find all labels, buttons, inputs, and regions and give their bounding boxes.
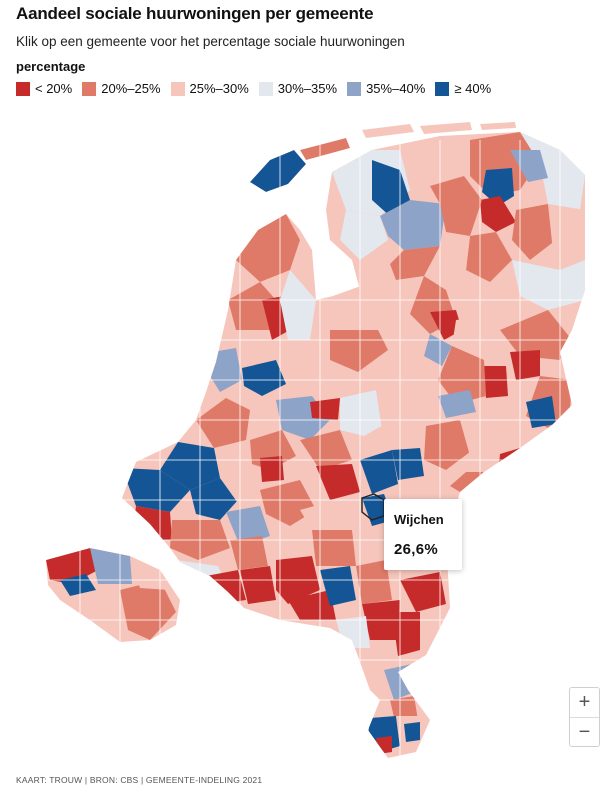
legend-title: percentage <box>16 59 86 74</box>
legend-label: < 20% <box>35 81 73 96</box>
municipality[interactable] <box>390 246 440 280</box>
municipality[interactable] <box>482 168 514 206</box>
zoom-control: + − <box>569 687 600 747</box>
municipality[interactable] <box>286 366 330 404</box>
legend-item-20-25: 20%–25% <box>82 81 161 96</box>
municipality[interactable] <box>310 398 340 420</box>
legend-label: ≥ 40% <box>454 81 492 96</box>
municipality[interactable] <box>424 334 452 366</box>
map-title: Aandeel sociale huurwoningen per gemeent… <box>16 4 374 23</box>
municipality[interactable] <box>480 196 516 232</box>
municipality[interactable] <box>122 468 190 512</box>
municipality[interactable] <box>196 398 250 448</box>
zoom-in-button[interactable]: + <box>570 688 599 717</box>
municipality[interactable] <box>60 574 96 596</box>
municipality[interactable] <box>512 204 556 260</box>
municipality[interactable] <box>372 160 410 218</box>
municipality[interactable] <box>190 478 238 520</box>
legend-label: 30%–35% <box>277 81 338 96</box>
municipality[interactable] <box>484 366 508 398</box>
legend-swatch <box>170 81 185 96</box>
municipality[interactable] <box>230 536 268 570</box>
municipality[interactable] <box>430 310 462 340</box>
municipality[interactable] <box>438 390 476 418</box>
municipality[interactable] <box>450 472 484 492</box>
municipality[interactable] <box>236 214 300 282</box>
municipality[interactable] <box>392 612 420 656</box>
municipality[interactable] <box>280 270 316 340</box>
municipality[interactable] <box>340 210 388 260</box>
netherlands-choropleth-map[interactable] <box>0 110 616 760</box>
legend-item-30-35: 30%–35% <box>258 81 338 96</box>
municipality[interactable] <box>160 442 220 490</box>
municipality[interactable] <box>260 480 316 526</box>
municipality[interactable] <box>300 138 350 160</box>
legend-label: 25%–30% <box>189 81 249 96</box>
municipality[interactable] <box>240 566 276 604</box>
municipality[interactable] <box>548 204 585 270</box>
municipality[interactable] <box>510 350 540 380</box>
municipality[interactable] <box>226 506 270 546</box>
legend-swatch <box>16 81 30 96</box>
municipality[interactable] <box>250 150 306 192</box>
municipality[interactable] <box>220 470 266 506</box>
municipality[interactable] <box>360 450 398 494</box>
municipality[interactable] <box>356 560 392 604</box>
municipality[interactable] <box>484 282 520 320</box>
municipality[interactable] <box>404 722 420 742</box>
municipality[interactable] <box>320 566 356 606</box>
legend-swatch <box>82 81 97 96</box>
legend-swatch <box>347 81 362 96</box>
municipality[interactable] <box>352 526 386 566</box>
municipality[interactable] <box>512 260 585 310</box>
source-credit: KAART: TROUW | BRON: CBS | GEMEENTE-INDE… <box>16 775 263 785</box>
municipality[interactable] <box>288 590 336 620</box>
legend-swatch <box>435 81 450 96</box>
zoom-out-button[interactable]: − <box>570 717 599 746</box>
municipality-layer[interactable] <box>0 110 616 760</box>
municipality[interactable] <box>260 456 284 482</box>
municipality[interactable] <box>392 330 438 392</box>
legend-swatch <box>258 81 273 96</box>
municipality[interactable] <box>312 530 356 566</box>
legend-label: 35%–40% <box>366 81 426 96</box>
municipality[interactable] <box>120 580 176 640</box>
municipality[interactable] <box>316 464 360 500</box>
municipality[interactable] <box>438 346 486 404</box>
municipality[interactable] <box>330 330 388 372</box>
municipality[interactable] <box>90 548 132 584</box>
municipality[interactable] <box>210 348 242 392</box>
municipality[interactable] <box>430 176 482 236</box>
municipality[interactable] <box>70 590 128 632</box>
municipality[interactable] <box>510 150 548 182</box>
municipality[interactable] <box>500 310 572 360</box>
municipality[interactable] <box>380 200 446 250</box>
municipality[interactable] <box>424 236 470 290</box>
legend: < 20% 20%–25% 25%–30% 30%–35% 35%–40% ≥ … <box>16 81 491 96</box>
municipality[interactable] <box>376 736 392 754</box>
tooltip-percentage-value: 26,6% <box>394 541 439 558</box>
municipality[interactable] <box>460 408 520 460</box>
legend-item-35-40: 35%–40% <box>347 81 425 96</box>
municipality[interactable] <box>376 390 426 444</box>
municipality[interactable] <box>400 136 470 186</box>
tooltip-municipality-name: Wijchen <box>394 512 444 527</box>
municipality[interactable] <box>424 420 470 470</box>
map-subtitle: Klik op een gemeente voor het percentage… <box>16 34 405 49</box>
legend-item-25-30: 25%–30% <box>170 81 249 96</box>
municipality[interactable] <box>466 232 512 282</box>
legend-label: 20%–25% <box>101 81 161 96</box>
legend-item-lt20: < 20% <box>16 81 72 96</box>
municipality-tooltip: Wijchen 26,6% <box>384 499 462 570</box>
municipality[interactable] <box>242 360 286 396</box>
legend-item-gte40: ≥ 40% <box>435 81 491 96</box>
municipality[interactable] <box>400 572 446 612</box>
municipality[interactable] <box>336 616 370 648</box>
municipality[interactable] <box>452 316 500 362</box>
